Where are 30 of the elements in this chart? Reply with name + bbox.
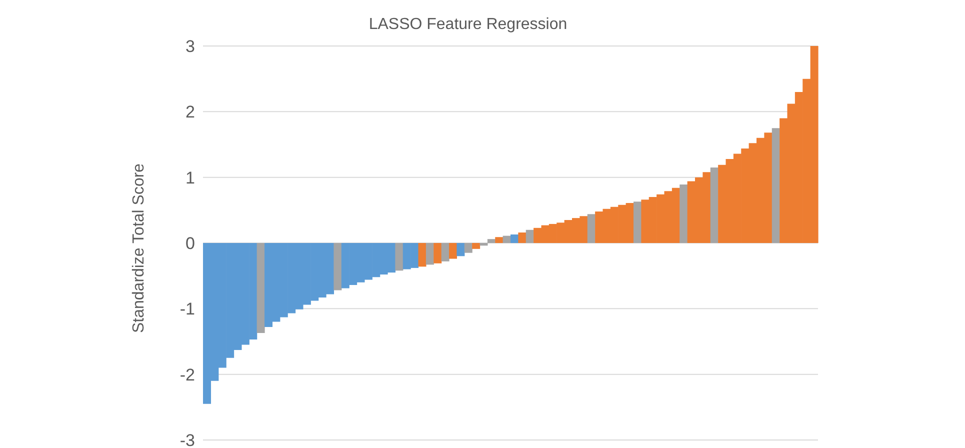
- bar: [449, 243, 457, 259]
- bar: [518, 232, 526, 243]
- bar: [434, 243, 442, 264]
- y-tick-label: 2: [186, 102, 195, 122]
- bar: [710, 167, 718, 243]
- y-axis-title: Standardize Total Score: [130, 163, 148, 333]
- bar: [634, 202, 642, 243]
- bar: [526, 230, 534, 243]
- y-tick-label: -1: [180, 300, 195, 319]
- bar: [510, 234, 518, 243]
- y-tick-label: -3: [180, 431, 195, 448]
- bar: [441, 243, 450, 262]
- bar: [256, 243, 265, 333]
- bar: [395, 243, 404, 271]
- bar: [587, 214, 596, 243]
- bar: [502, 236, 511, 243]
- bar: [464, 243, 472, 253]
- bar: [472, 243, 480, 249]
- bar: [418, 243, 426, 267]
- bar: [495, 237, 504, 243]
- y-tick-label: 1: [186, 168, 195, 188]
- bar: [456, 243, 465, 256]
- chart-title: LASSO Feature Regression: [368, 16, 568, 34]
- bar: [680, 184, 688, 243]
- y-tick-label: 3: [186, 37, 195, 56]
- bar: [772, 128, 780, 243]
- y-tick-label: 0: [186, 234, 195, 254]
- bar: [334, 243, 342, 290]
- bar: [426, 243, 434, 265]
- y-tick-label: -2: [180, 365, 195, 384]
